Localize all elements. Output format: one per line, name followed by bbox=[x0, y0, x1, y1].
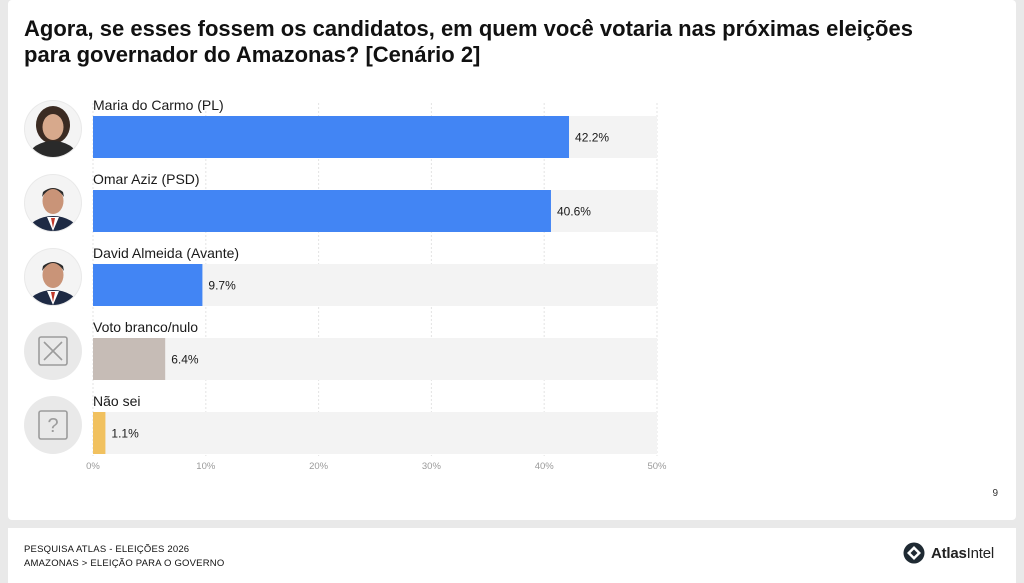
avatar-woman-portrait bbox=[24, 100, 82, 158]
bar bbox=[93, 116, 570, 158]
bar bbox=[93, 264, 203, 306]
bar-chart: 0% 10% 20% 30% 40% 50% Maria do Carmo (PL) 42.2… bbox=[24, 97, 667, 472]
footer: PESQUISA ATLAS - ELEIÇÕES 2026 AMAZONAS … bbox=[8, 528, 1016, 583]
category-label: Maria do Carmo (PL) bbox=[93, 97, 224, 113]
x-tick-label: 0% bbox=[86, 461, 100, 472]
bar bbox=[93, 412, 106, 454]
x-tick-label: 10% bbox=[196, 461, 216, 472]
value-label: 9.7% bbox=[208, 279, 236, 293]
category-label: Não sei bbox=[93, 393, 140, 409]
footer-breadcrumb: AMAZONAS > ELEIÇÃO PARA O GOVERNO bbox=[24, 558, 225, 569]
avatar-man-portrait bbox=[24, 248, 82, 306]
value-label: 40.6% bbox=[557, 205, 591, 219]
bar-track bbox=[93, 338, 657, 380]
x-tick-label: 30% bbox=[422, 461, 442, 472]
avatar-question-box-icon: ? bbox=[24, 396, 82, 454]
footer-survey-name: PESQUISA ATLAS - ELEIÇÕES 2026 bbox=[24, 544, 190, 555]
page-number: 9 bbox=[992, 488, 998, 499]
brand-logo: AtlasIntel bbox=[903, 542, 994, 564]
x-tick-label: 20% bbox=[309, 461, 329, 472]
bar bbox=[93, 338, 166, 380]
atlasintel-logo-icon bbox=[903, 542, 925, 564]
x-tick-label: 50% bbox=[647, 461, 667, 472]
brand-name: AtlasIntel bbox=[930, 544, 994, 562]
svg-text:?: ? bbox=[47, 415, 58, 437]
avatar-x-box-icon bbox=[24, 322, 82, 380]
chart-title: Agora, se esses fossem os candidatos, em… bbox=[24, 16, 913, 67]
category-label: David Almeida (Avante) bbox=[93, 245, 239, 261]
value-label: 6.4% bbox=[171, 353, 199, 367]
category-label: Omar Aziz (PSD) bbox=[93, 171, 200, 187]
category-label: Voto branco/nulo bbox=[93, 319, 198, 335]
bar-track bbox=[93, 412, 657, 454]
bar bbox=[93, 190, 551, 232]
avatar-man-portrait bbox=[24, 174, 82, 232]
x-tick-label: 40% bbox=[535, 461, 555, 472]
value-label: 1.1% bbox=[111, 427, 139, 441]
value-label: 42.2% bbox=[575, 131, 609, 145]
